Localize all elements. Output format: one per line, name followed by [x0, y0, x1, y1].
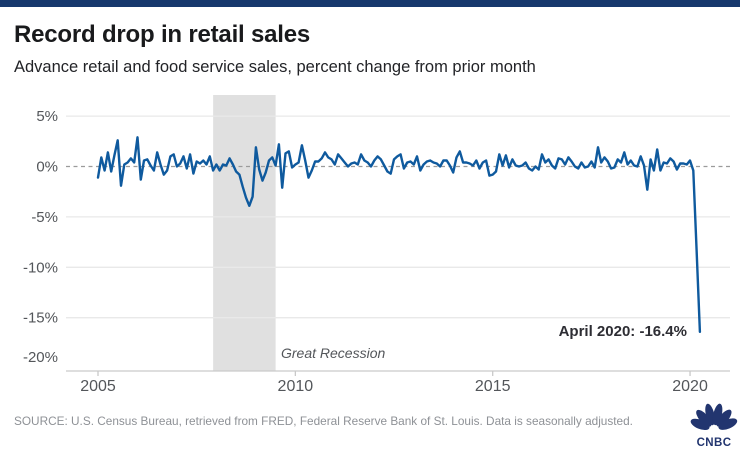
- cnbc-logo: CNBC: [690, 403, 738, 449]
- x-tick-label: 2015: [475, 378, 511, 395]
- peacock-feather: [690, 418, 710, 431]
- page-title: Record drop in retail sales: [14, 21, 311, 48]
- y-tick-label: -15%: [23, 310, 58, 327]
- x-tick-label: 2005: [80, 378, 116, 395]
- y-tick-label: -20%: [23, 349, 58, 366]
- peacock-icon: [690, 403, 738, 431]
- peacock-feather: [696, 409, 712, 427]
- y-tick-label: -5%: [31, 209, 58, 226]
- april-2020-annotation: April 2020: -16.4%: [559, 323, 687, 340]
- peacock-feather: [718, 418, 738, 430]
- y-tick-label: 5%: [36, 108, 58, 125]
- y-tick-label: 0%: [36, 159, 58, 176]
- y-tick-label: -10%: [23, 259, 58, 276]
- chart-subtitle: Advance retail and food service sales, p…: [14, 58, 536, 76]
- recession-label: Great Recession: [281, 345, 385, 361]
- x-tick-label: 2010: [278, 378, 314, 395]
- retail-sales-line: [96, 136, 702, 333]
- source-attribution: SOURCE: U.S. Census Bureau, retrieved fr…: [14, 414, 633, 428]
- recession-band: [213, 95, 276, 371]
- cnbc-logo-text: CNBC: [697, 437, 732, 449]
- top-accent-bar: [0, 0, 740, 7]
- peacock-feather: [716, 409, 732, 427]
- x-tick-label: 2020: [672, 378, 708, 395]
- peacock-feather: [705, 403, 715, 426]
